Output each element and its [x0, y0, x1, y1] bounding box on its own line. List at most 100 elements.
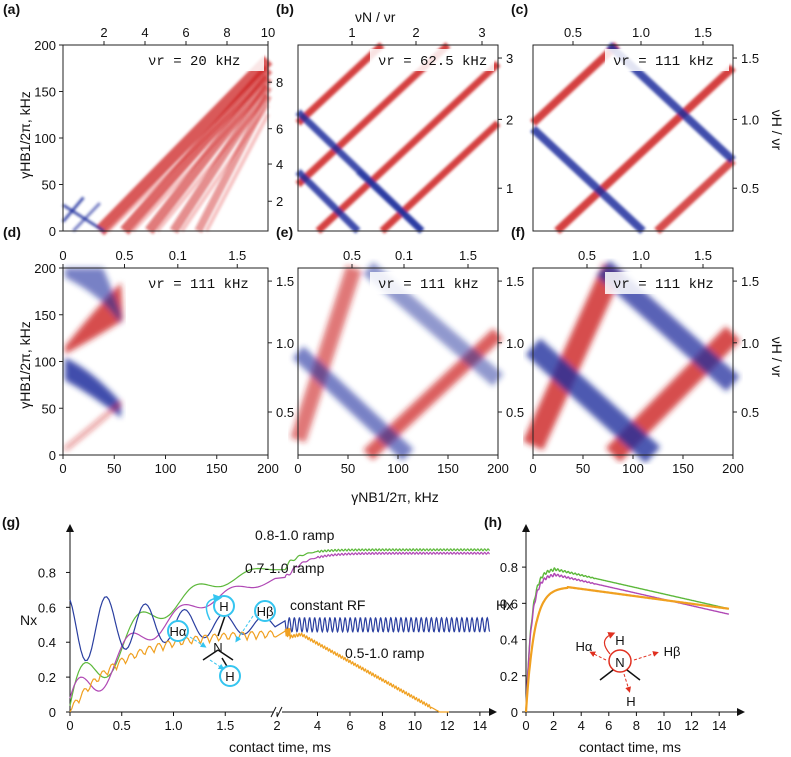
note-bg — [605, 49, 729, 71]
x-tick-label: 14 — [473, 718, 487, 733]
top-tick-label: 1.5 — [228, 248, 246, 263]
note: νr = 111 kHz — [370, 272, 494, 294]
x-tick-label: 10 — [657, 718, 671, 733]
right-tick-label: 2 — [506, 112, 513, 127]
blue-band — [530, 125, 646, 234]
note: νr = 111 kHz — [605, 49, 729, 71]
right-tick-label: 2 — [276, 194, 283, 209]
red-band — [315, 61, 501, 234]
red-band — [530, 42, 620, 127]
atom-H-bottom: H — [626, 694, 635, 709]
right-tick-label: 1.5 — [741, 274, 759, 289]
legend-orange: 0.5-1.0 ramp — [345, 645, 425, 661]
bottom-tick-label: 200 — [487, 461, 509, 476]
red-band — [194, 93, 272, 233]
note-text: νr = 20 kHz — [148, 54, 240, 70]
top-tick-label: 1.5 — [694, 25, 712, 40]
series-line-green — [525, 567, 730, 713]
note: νr = 62.5 kHz — [370, 49, 494, 71]
bottom-tick-label: 0 — [294, 461, 301, 476]
x-tick-label: 0.5 — [113, 718, 131, 733]
top-tick-label: 4 — [141, 25, 148, 40]
x-tick-label: 12 — [684, 718, 698, 733]
red-band — [95, 55, 273, 236]
note-text: νr = 111 kHz — [613, 54, 714, 70]
heatmap-panel: νr = 111 kHz (c) 0.5 1.0 1.5 0.5 1.0 1.5 — [511, 1, 759, 234]
N-circle — [608, 649, 632, 673]
series-line-orange — [524, 586, 730, 713]
atom-H-top: H — [219, 599, 228, 614]
panel-letter: (e) — [276, 224, 293, 240]
heatmap-frame — [532, 44, 734, 232]
top-tick-label: 2 — [412, 25, 419, 40]
series-line-purple — [69, 551, 491, 699]
top-tick-label: 0.5 — [564, 25, 582, 40]
bottom-tick-label: 200 — [257, 461, 279, 476]
x-tick-label: 12 — [440, 718, 454, 733]
right-tick-label: 1.0 — [506, 336, 524, 351]
x-tick-label: 2 — [550, 718, 557, 733]
heatmap-panel: νr = 111 kHz (f) 0.5 1.0 1.5 0.5 1.0 1.5 0 50 100 1… — [511, 224, 759, 476]
red-band — [120, 65, 273, 235]
bottom-tick-label: 100 — [622, 461, 644, 476]
legend-blue: constant RF — [290, 597, 365, 613]
atom-H-beta: Hβ — [664, 644, 681, 659]
y-tick-label: 0.4 — [500, 633, 518, 648]
y-tick-label: 0.2 — [500, 669, 518, 684]
y-tick-label: 0.2 — [38, 670, 56, 685]
panel-letter: (f) — [511, 224, 525, 240]
right-tick-label: 1.0 — [741, 336, 759, 351]
right-tick-label: 0.5 — [741, 405, 759, 420]
heatmap-panel: νr = 111 kHz (d) 0 0.5 0.1 1.5 0.5 1.0 1.5 0 50 100… — [3, 224, 294, 476]
band-group — [61, 55, 273, 236]
left-axis-label-top: γHB1/2π, kHz — [17, 91, 33, 178]
right-tick-label: 1.5 — [506, 274, 524, 289]
atom-N: N — [615, 655, 624, 670]
top-tick-label: 1.5 — [459, 248, 477, 263]
right-axis-label-bottom: νH / νr — [769, 337, 785, 378]
right-tick-label: 8 — [276, 75, 283, 90]
right-tick-label: 4 — [276, 157, 283, 172]
y-tick-label: 0.8 — [500, 560, 518, 575]
top-tick-label: 0.1 — [169, 248, 187, 263]
series-line-purple — [525, 572, 730, 713]
panel-letter-g: (g) — [2, 514, 20, 530]
note: νr = 111 kHz — [605, 272, 729, 294]
right-tick-label: 6 — [276, 122, 283, 137]
note-text: νr = 62.5 kHz — [378, 54, 487, 70]
bottom-tick-label: 50 — [341, 461, 355, 476]
note: νr = 20 kHz — [140, 49, 264, 71]
bottom-tick-label: 0 — [59, 461, 66, 476]
atom-N: N — [213, 640, 222, 655]
x-tick-label: 8 — [633, 718, 640, 733]
x-tick-label: 4 — [314, 718, 321, 733]
bond — [626, 669, 641, 681]
x-tick-label: 4 — [578, 718, 585, 733]
y-tick-label: 0.6 — [38, 600, 56, 615]
left-tick-label: 150 — [34, 85, 56, 100]
left-tick-label: 200 — [34, 261, 56, 276]
top-tick-label: 0.1 — [395, 248, 413, 263]
y-tick-label: 0.6 — [500, 596, 518, 611]
note-text: νr = 111 kHz — [378, 277, 479, 293]
top-tick-label: 0.5 — [578, 248, 596, 263]
note-text: νr = 111 kHz — [148, 277, 249, 293]
right-tick-label: 1.5 — [741, 51, 759, 66]
blue-band — [72, 202, 101, 233]
note-bg — [605, 272, 729, 294]
legend-purple: 0.7-1.0 ramp — [245, 560, 325, 576]
y-axis-label: Hx — [496, 597, 513, 613]
series-line-blue — [69, 596, 491, 662]
blue-band — [295, 168, 361, 234]
bottom-tick-label: 200 — [722, 461, 744, 476]
bottom-tick-label: 100 — [155, 461, 177, 476]
right-tick-label: 1 — [506, 181, 513, 196]
bottom-tick-label: 50 — [107, 461, 121, 476]
x-tick-label: 8 — [379, 718, 386, 733]
red-band — [554, 64, 736, 234]
right-tick-label: 1.0 — [741, 112, 759, 127]
bottom-tick-label: 100 — [387, 461, 409, 476]
x-tick-label: 6 — [605, 718, 612, 733]
x-axis-label: contact time, ms — [229, 739, 331, 755]
